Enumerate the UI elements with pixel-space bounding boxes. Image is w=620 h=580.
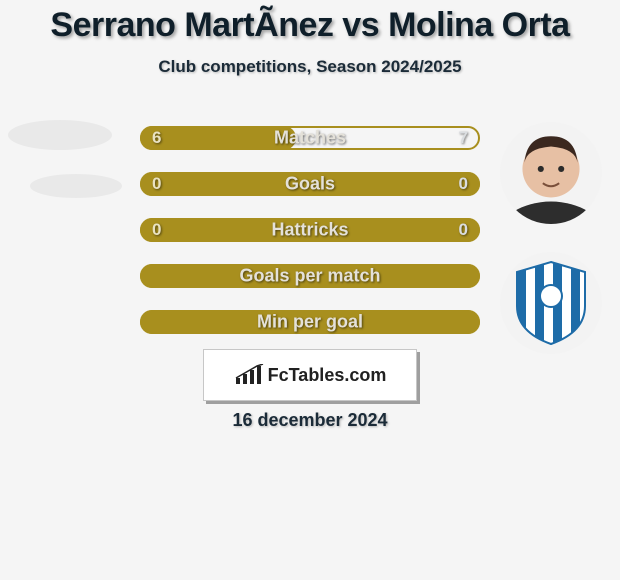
bar-chart-icon — [234, 364, 264, 386]
content-wrap: Serrano MartÃ­nez vs Molina Orta Club co… — [0, 0, 620, 77]
comparison-bars: 6 7 Matches 0 0 Goals 0 0 Hattricks Goals per mat… — [140, 126, 480, 356]
stat-row: 0 0 Goals — [140, 172, 480, 196]
left-player-placeholder — [8, 120, 128, 198]
club-badge-icon — [513, 260, 589, 346]
stat-label: Goals — [285, 174, 335, 195]
stat-label: Matches — [274, 128, 346, 149]
stat-row: 0 0 Hattricks — [140, 218, 480, 242]
stat-left-value: 0 — [152, 174, 161, 194]
stat-right-value: 0 — [459, 174, 468, 194]
page-subtitle: Club competitions, Season 2024/2025 — [0, 57, 620, 77]
stat-label: Hattricks — [271, 220, 348, 241]
stat-row: Min per goal — [140, 310, 480, 334]
branding-text: FcTables.com — [268, 365, 387, 386]
stat-row: 6 7 Matches — [140, 126, 480, 150]
stat-right-value: 7 — [459, 128, 468, 148]
right-player-club-badge — [500, 252, 602, 354]
badge-placeholder-ellipse — [30, 174, 122, 198]
page-container: Serrano MartÃ­nez vs Molina Orta Club co… — [0, 0, 620, 580]
page-title: Serrano MartÃ­nez vs Molina Orta — [0, 0, 620, 45]
stat-left-value: 6 — [152, 128, 161, 148]
branding-inner: FcTables.com — [234, 364, 387, 386]
stat-right-value: 0 — [459, 220, 468, 240]
stat-row: Goals per match — [140, 264, 480, 288]
stat-left-value: 0 — [152, 220, 161, 240]
branding-box: FcTables.com — [203, 349, 417, 401]
stat-label: Min per goal — [257, 312, 363, 333]
date-line: 16 december 2024 — [0, 410, 620, 431]
avatar-placeholder-ellipse — [8, 120, 112, 150]
avatar-icon — [500, 122, 602, 224]
right-player-avatar — [500, 122, 602, 224]
stat-label: Goals per match — [239, 266, 380, 287]
